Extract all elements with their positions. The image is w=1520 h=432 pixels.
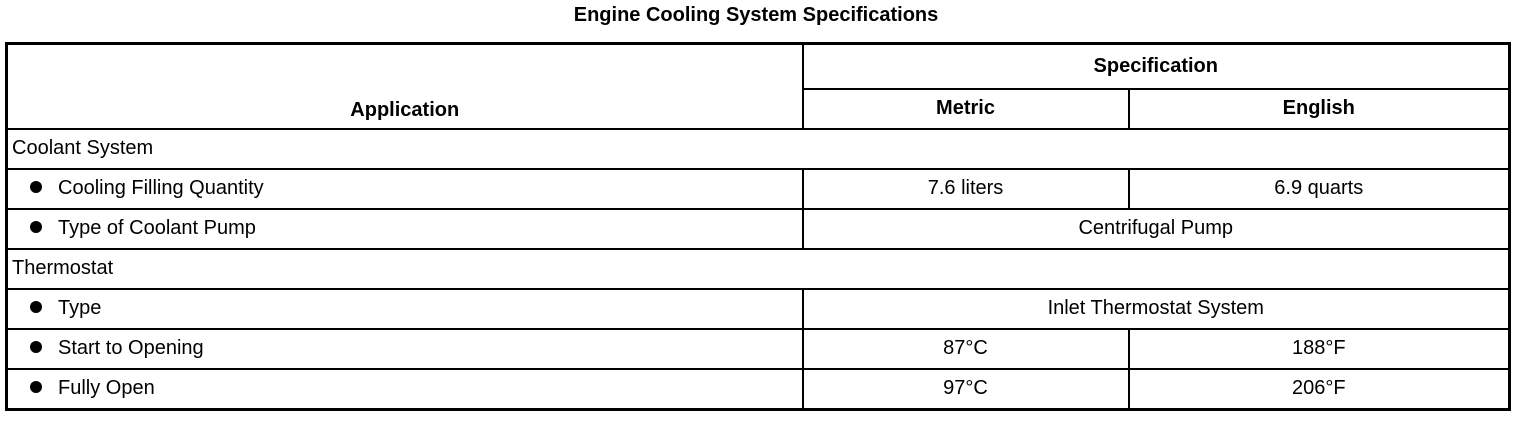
metric-value: 97°C xyxy=(801,367,1130,410)
bullet-icon xyxy=(30,221,42,233)
table-row: Fully Open 97°C 206°F xyxy=(5,367,1511,410)
combined-value: Inlet Thermostat System xyxy=(801,287,1511,330)
item-label: Start to Opening xyxy=(58,337,204,359)
header-application: Application xyxy=(5,42,804,130)
metric-value: 7.6 liters xyxy=(801,167,1130,210)
item-label: Type xyxy=(58,297,102,319)
table-row: Type of Coolant Pump Centrifugal Pump xyxy=(5,207,1511,250)
table-row: Type Inlet Thermostat System xyxy=(5,287,1511,330)
item-label: Cooling Filling Quantity xyxy=(58,177,264,199)
table-row: Start to Opening 87°C 188°F xyxy=(5,327,1511,370)
section-row: Thermostat xyxy=(5,247,1511,290)
section-row: Coolant System xyxy=(5,127,1511,170)
header-english: English xyxy=(1127,87,1511,130)
bullet-icon xyxy=(30,181,42,193)
header-specification: Specification xyxy=(801,42,1511,90)
combined-value: Centrifugal Pump xyxy=(801,207,1511,250)
english-value: 6.9 quarts xyxy=(1127,167,1511,210)
bullet-icon xyxy=(30,301,42,313)
spec-table: Application Specification Metric English… xyxy=(5,42,1512,411)
metric-value: 87°C xyxy=(801,327,1130,370)
page-title: Engine Cooling System Specifications xyxy=(573,4,939,26)
bullet-icon xyxy=(30,381,42,393)
table-row: Cooling Filling Quantity 7.6 liters 6.9 … xyxy=(5,167,1511,210)
item-label: Type of Coolant Pump xyxy=(58,217,256,239)
bullet-icon xyxy=(30,341,42,353)
item-label: Fully Open xyxy=(58,377,155,399)
english-value: 206°F xyxy=(1127,367,1511,410)
header-metric: Metric xyxy=(801,87,1130,130)
english-value: 188°F xyxy=(1127,327,1511,370)
